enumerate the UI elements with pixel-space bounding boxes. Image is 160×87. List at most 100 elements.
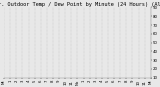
Point bbox=[93, 49, 96, 50]
Point bbox=[13, 72, 16, 74]
Point bbox=[25, 62, 27, 63]
Point bbox=[113, 37, 115, 38]
Point bbox=[60, 33, 63, 34]
Point bbox=[135, 57, 138, 58]
Point bbox=[56, 36, 59, 38]
Point bbox=[32, 62, 35, 63]
Point bbox=[123, 49, 126, 51]
Point bbox=[133, 45, 136, 46]
Point bbox=[88, 17, 90, 19]
Point bbox=[84, 38, 87, 39]
Point bbox=[121, 47, 123, 48]
Point bbox=[85, 20, 88, 21]
Point bbox=[115, 43, 117, 45]
Point bbox=[17, 70, 19, 71]
Point bbox=[40, 52, 42, 53]
Point bbox=[145, 60, 148, 62]
Point bbox=[75, 25, 77, 27]
Point bbox=[43, 50, 46, 51]
Point bbox=[16, 71, 18, 73]
Point bbox=[9, 56, 12, 58]
Point bbox=[124, 49, 126, 51]
Point bbox=[14, 60, 17, 61]
Point bbox=[140, 51, 142, 52]
Point bbox=[32, 61, 35, 63]
Point bbox=[118, 37, 120, 38]
Point bbox=[108, 48, 111, 50]
Point bbox=[125, 53, 128, 55]
Point bbox=[79, 37, 82, 39]
Point bbox=[103, 29, 105, 31]
Point bbox=[110, 42, 113, 43]
Point bbox=[27, 62, 29, 64]
Point bbox=[146, 62, 149, 63]
Point bbox=[131, 54, 134, 56]
Point bbox=[128, 50, 130, 51]
Point bbox=[148, 59, 151, 61]
Point bbox=[68, 29, 71, 31]
Point bbox=[69, 33, 72, 35]
Point bbox=[146, 56, 149, 57]
Point bbox=[25, 60, 28, 62]
Point bbox=[71, 38, 74, 39]
Point bbox=[28, 59, 31, 60]
Point bbox=[19, 60, 21, 61]
Point bbox=[44, 51, 47, 52]
Point bbox=[134, 50, 137, 51]
Point bbox=[16, 75, 19, 76]
Point bbox=[99, 26, 101, 28]
Point bbox=[99, 48, 102, 49]
Point bbox=[4, 56, 6, 58]
Point bbox=[38, 58, 41, 60]
Point bbox=[80, 35, 83, 36]
Point bbox=[112, 39, 115, 40]
Point bbox=[43, 51, 45, 52]
Point bbox=[103, 26, 106, 27]
Point bbox=[113, 39, 116, 41]
Point bbox=[56, 40, 59, 41]
Point bbox=[58, 40, 60, 41]
Point bbox=[26, 70, 29, 71]
Point bbox=[121, 52, 124, 53]
Point bbox=[123, 46, 125, 47]
Point bbox=[124, 49, 126, 51]
Point bbox=[148, 63, 151, 65]
Point bbox=[122, 44, 125, 46]
Point bbox=[32, 59, 34, 60]
Point bbox=[59, 40, 61, 41]
Point bbox=[15, 76, 17, 78]
Point bbox=[132, 48, 135, 49]
Point bbox=[88, 39, 91, 41]
Point bbox=[40, 56, 42, 58]
Point bbox=[56, 34, 58, 35]
Point bbox=[74, 26, 77, 28]
Point bbox=[143, 55, 146, 57]
Point bbox=[127, 48, 130, 50]
Point bbox=[129, 48, 131, 50]
Point bbox=[149, 61, 152, 62]
Point bbox=[14, 71, 17, 73]
Point bbox=[77, 20, 79, 21]
Point bbox=[94, 51, 97, 52]
Point bbox=[37, 59, 40, 60]
Point bbox=[13, 59, 16, 60]
Point bbox=[78, 35, 80, 37]
Point bbox=[9, 58, 12, 60]
Point bbox=[7, 70, 9, 72]
Point bbox=[54, 37, 57, 38]
Point bbox=[12, 54, 15, 56]
Point bbox=[61, 30, 64, 31]
Point bbox=[34, 65, 36, 66]
Point bbox=[53, 37, 56, 38]
Point bbox=[141, 58, 144, 60]
Point bbox=[58, 41, 60, 42]
Point bbox=[8, 72, 10, 73]
Point bbox=[77, 21, 80, 22]
Point bbox=[121, 46, 124, 47]
Point bbox=[84, 38, 87, 39]
Point bbox=[29, 66, 31, 67]
Point bbox=[143, 58, 146, 60]
Point bbox=[112, 43, 115, 44]
Point bbox=[52, 44, 54, 46]
Point bbox=[29, 62, 32, 63]
